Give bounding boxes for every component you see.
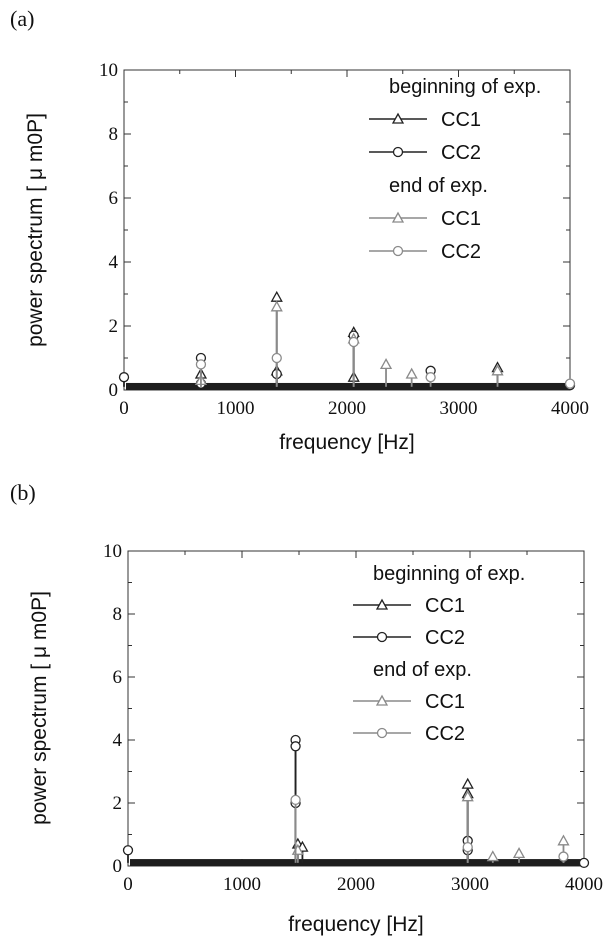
x-tick-label: 0: [119, 398, 129, 419]
y-tick-label: 2: [113, 793, 123, 814]
data-point-circle: [425, 372, 436, 383]
legend-entry-label: CC2: [425, 723, 465, 745]
y-tick-label: 8: [113, 604, 123, 625]
data-point-circle: [462, 841, 473, 853]
data-point-triangle: [512, 847, 526, 859]
legend-entry-label: CC2: [425, 627, 465, 649]
y-tick-label: 4: [109, 252, 119, 273]
x-tick-label: 0: [123, 874, 133, 895]
legend-marker-triangle: [391, 211, 405, 223]
legend-group-title: end of exp.: [373, 659, 472, 681]
legend-entry-label: CC1: [425, 595, 465, 617]
plot-frame: [127, 550, 585, 867]
x-axis-title: frequency [Hz]: [279, 431, 414, 454]
x-axis-title: frequency [Hz]: [288, 913, 423, 936]
legend-group-title: beginning of exp.: [373, 563, 525, 585]
y-tick-label: 8: [109, 124, 119, 145]
x-tick-label: 3000: [451, 874, 489, 895]
data-point-circle: [290, 794, 301, 806]
data-point-triangle: [557, 834, 570, 846]
chart-panel-b: 0 2 4 6 8 10 0 1000 2000 3000 4000 frequency [Hz] po…: [28, 541, 603, 936]
plot-frame: [123, 69, 571, 391]
y-tick-label: 2: [109, 316, 119, 337]
legend-entry-label: CC2: [441, 241, 481, 263]
legend-marker-circle: [376, 631, 388, 643]
y-tick-label: 6: [113, 667, 123, 688]
data-point-triangle: [405, 367, 418, 379]
y-tick-label: 10: [99, 60, 118, 81]
x-tick-label: 2000: [337, 874, 375, 895]
legend-marker-circle: [392, 146, 404, 158]
legend-marker-triangle: [375, 598, 389, 610]
legend: beginning of exp. CC1 CC2 end of exp. CC1 CC2: [369, 76, 541, 263]
x-tick-label: 3000: [440, 398, 478, 419]
series-3-cc2: [195, 336, 576, 389]
series-0-cc1: [291, 777, 474, 863]
y-tick-label: 0: [113, 856, 123, 877]
noise-floor-band: [126, 382, 568, 390]
noise-floor-band: [130, 859, 582, 866]
legend-entry-label: CC1: [425, 691, 465, 713]
data-point-triangle: [461, 790, 474, 802]
data-point-triangle: [270, 300, 283, 312]
legend-marker-circle: [392, 245, 404, 257]
chart-panel-a: 0 2 4 6 8 10 0 1000 2000 3000 4000 frequency [Hz] po…: [24, 60, 589, 454]
x-tick-label: 4000: [565, 874, 603, 895]
legend: beginning of exp. CC1 CC2 end of exp. CC1 CC2: [353, 563, 525, 745]
data-point-triangle: [491, 364, 504, 376]
legend-entry-label: CC1: [441, 109, 481, 131]
x-tick-label: 4000: [551, 398, 589, 419]
legend-group-title: beginning of exp.: [389, 76, 541, 98]
x-tick-label: 1000: [217, 398, 255, 419]
series-2-cc1: [291, 790, 570, 863]
data-point-triangle: [379, 358, 393, 370]
legend-marker-circle: [376, 727, 388, 739]
y-tick-label: 0: [109, 380, 119, 401]
data-point-circle: [564, 378, 576, 389]
data-point-circle: [290, 741, 301, 752]
data-point-circle: [348, 336, 359, 348]
y-axis-title: power spectrum [ μ m0P]: [28, 591, 51, 825]
spectrum-noise-floor: [130, 859, 582, 866]
data-point-circle: [122, 845, 134, 856]
legend-entry-label: CC2: [441, 142, 481, 164]
data-point-triangle: [486, 850, 499, 862]
x-tick-label: 2000: [328, 398, 366, 419]
data-point-circle: [578, 857, 590, 869]
panel-label-a: (a): [10, 6, 35, 31]
legend-marker-triangle: [391, 112, 405, 124]
y-axis-title: power spectrum [ μ m0P]: [24, 113, 47, 347]
y-tick-label: 4: [113, 730, 123, 751]
series-1-cc2: [118, 330, 576, 391]
legend-group-title: end of exp.: [389, 175, 488, 197]
series-3-cc2: [290, 794, 569, 863]
legend-marker-triangle: [375, 694, 389, 706]
data-point-triangle: [461, 777, 474, 789]
y-tick-label: 10: [103, 541, 122, 562]
data-point-circle: [195, 359, 207, 370]
data-point-circle: [558, 851, 569, 862]
legend-entry-label: CC1: [441, 208, 481, 230]
x-tick-label: 1000: [223, 874, 261, 895]
data-point-circle: [118, 372, 130, 383]
spectrum-noise-floor: [126, 382, 568, 390]
data-point-triangle: [270, 290, 283, 302]
panel-label-b: (b): [10, 480, 36, 505]
data-point-circle: [271, 352, 282, 364]
y-tick-label: 6: [109, 188, 119, 209]
